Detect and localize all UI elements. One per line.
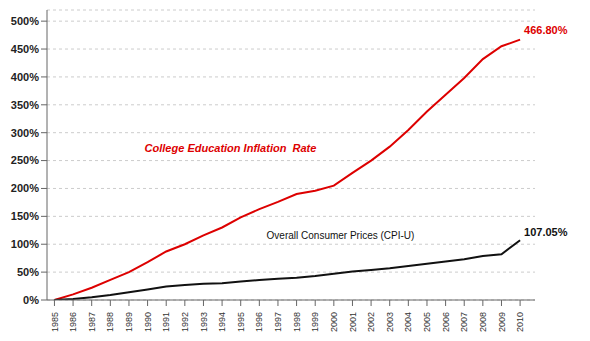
svg-text:2003: 2003 — [385, 312, 395, 332]
svg-text:466.80%: 466.80% — [524, 24, 568, 36]
svg-text:2001: 2001 — [348, 312, 358, 332]
svg-text:150%: 150% — [11, 210, 39, 222]
html-text:Overall Consumer Prices (CPI-U: Overall Consumer Prices (CPI-U) — [266, 230, 415, 241]
svg-text:1989: 1989 — [124, 312, 134, 332]
svg-text:1986: 1986 — [68, 312, 78, 332]
svg-text:1996: 1996 — [254, 312, 264, 332]
svg-text:1998: 1998 — [292, 312, 302, 332]
svg-text:350%: 350% — [11, 99, 39, 111]
svg-text:1992: 1992 — [180, 312, 190, 332]
svg-text:2008: 2008 — [478, 312, 488, 332]
svg-text:2010: 2010 — [515, 312, 525, 332]
svg-text:1988: 1988 — [105, 312, 115, 332]
svg-text:200%: 200% — [11, 182, 39, 194]
svg-text:1990: 1990 — [143, 312, 153, 332]
svg-text:2009: 2009 — [497, 312, 507, 332]
html-text:College Education Inflation Ra: College Education Inflation Rate — [144, 141, 317, 154]
svg-text:100%: 100% — [11, 238, 39, 250]
svg-text:1993: 1993 — [199, 312, 209, 332]
svg-text:400%: 400% — [11, 71, 39, 83]
svg-text:2006: 2006 — [441, 312, 451, 332]
svg-text:2004: 2004 — [403, 312, 413, 332]
svg-text:1994: 1994 — [217, 312, 227, 332]
svg-text:2000: 2000 — [329, 312, 339, 332]
svg-text:1987: 1987 — [87, 312, 97, 332]
svg-text:1999: 1999 — [310, 312, 320, 332]
svg-text:107.05%: 107.05% — [524, 226, 568, 238]
svg-text:450%: 450% — [11, 43, 39, 55]
svg-text:2007: 2007 — [459, 312, 469, 332]
svg-text:0%: 0% — [23, 294, 39, 306]
svg-text:2002: 2002 — [366, 312, 376, 332]
svg-text:1997: 1997 — [273, 312, 283, 332]
svg-text:250%: 250% — [11, 154, 39, 166]
svg-text:1985: 1985 — [50, 312, 60, 332]
svg-text:1995: 1995 — [236, 312, 246, 332]
svg-text:500%: 500% — [11, 15, 39, 27]
svg-text:1991: 1991 — [161, 312, 171, 332]
svg-text:2005: 2005 — [422, 312, 432, 332]
svg-text:300%: 300% — [11, 127, 39, 139]
svg-text:50%: 50% — [17, 266, 39, 278]
